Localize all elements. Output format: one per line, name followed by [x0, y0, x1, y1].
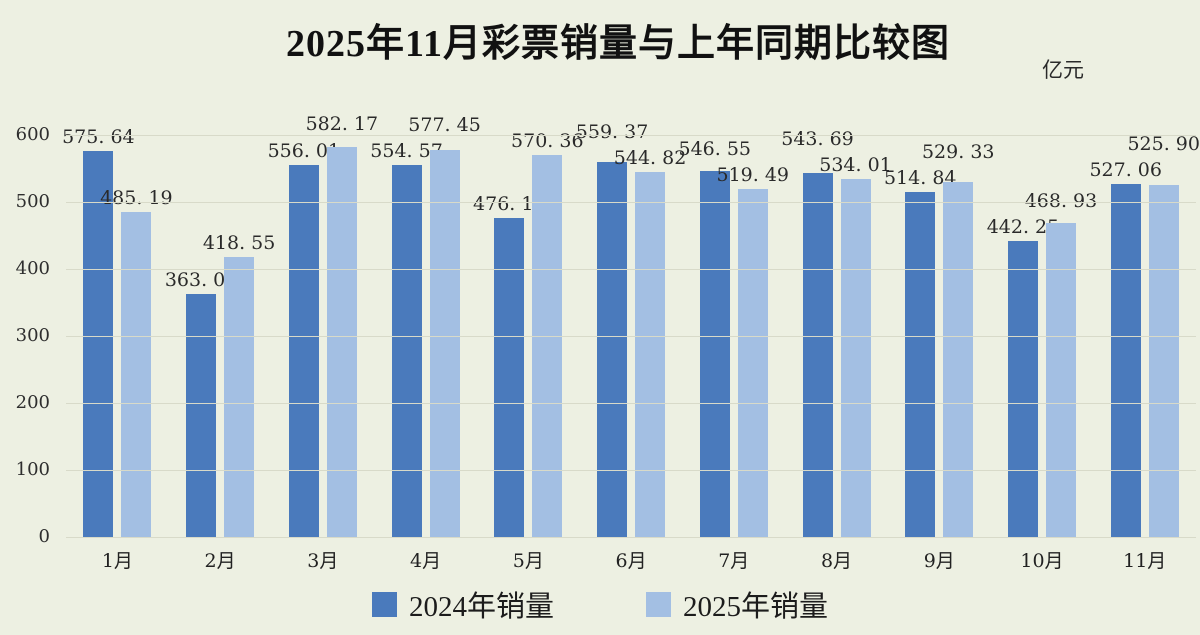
- value-label-2025年销量-4月: 577. 45: [408, 114, 481, 137]
- value-label-2025年销量-8月: 534. 01: [819, 154, 892, 177]
- value-label-2025年销量-1月: 485. 19: [100, 186, 173, 209]
- value-label-2024年销量-6月: 559. 37: [575, 120, 649, 143]
- value-label-2025年销量-10月: 468. 93: [1024, 189, 1098, 212]
- plot-area: 575. 64 485. 19 1月 363. 01 418. 55 2月 556. 01 5…: [16, 114, 1200, 572]
- value-label-2024年销量-4月: 554. 57: [370, 140, 443, 163]
- value-label-2024年销量-7月: 546. 55: [678, 137, 752, 160]
- x-tick-label-1月: 1月: [101, 550, 133, 572]
- bar-2024年销量-4月: 554. 57: [370, 141, 443, 537]
- y-tick-label-500: 500: [15, 191, 50, 212]
- bar-group-7月: 546. 55 519. 49 7月: [679, 135, 790, 572]
- legend-swatch-2025: [646, 591, 671, 617]
- chart-title: 2025年11月彩票销量与上年同期比较图: [286, 23, 950, 65]
- value-label-2024年销量-3月: 556. 01: [267, 139, 341, 162]
- bar-2025年销量-2月: 418. 55: [203, 233, 275, 537]
- bar-group-3月: 556. 01 582. 17 3月: [268, 114, 379, 572]
- gridline-200: [66, 402, 1196, 404]
- value-label-2024年销量-8月: 543. 69: [781, 128, 854, 151]
- bar-groups: 575. 64 485. 19 1月 363. 01 418. 55 2月 556. 01 5…: [62, 114, 1200, 572]
- gridline-500: [66, 201, 1196, 203]
- gridline-400: [66, 268, 1196, 270]
- value-label-2024年销量-11月: 527. 06: [1089, 158, 1162, 181]
- value-label-2024年销量-5月: 476. 18: [473, 193, 546, 215]
- legend-item-2025: 2025年销量: [646, 583, 828, 625]
- x-tick-label-2月: 2月: [204, 550, 236, 572]
- x-tick-label-4月: 4月: [410, 550, 442, 572]
- x-tick-label-10月: 10月: [1020, 550, 1064, 572]
- bar-2025年销量-9月: 529. 33: [922, 142, 995, 537]
- bar-group-1月: 575. 64 485. 19 1月: [62, 127, 173, 572]
- bar-2024年销量-11月: 527. 06: [1089, 160, 1162, 537]
- bar-2025年销量-3月: 582. 17: [306, 114, 378, 537]
- legend-item-2024: 2024年销量: [371, 583, 554, 625]
- value-label-2025年销量-3月: 582. 17: [305, 113, 379, 136]
- x-tick-label-7月: 7月: [718, 550, 750, 572]
- bar-2024年销量-8月: 543. 69: [781, 129, 854, 537]
- bar-2024年销量-10月: 442. 25: [987, 217, 1059, 537]
- bar-2025年销量-1月: 485. 19: [100, 188, 173, 537]
- legend-label-2024: 2024年销量: [408, 591, 554, 623]
- value-label-2025年销量-7月: 519. 49: [716, 163, 790, 186]
- bar-2025年销量-8月: 534. 01: [819, 155, 892, 537]
- y-tick-label-100: 100: [15, 459, 50, 480]
- bar-group-11月: 527. 06 525. 90 11月: [1089, 134, 1200, 572]
- gridline-0: [66, 536, 1196, 538]
- x-tick-label-9月: 9月: [923, 550, 955, 572]
- legend-label-2025: 2025年销量: [683, 591, 829, 623]
- bar-2025年销量-7月: 519. 49: [717, 165, 789, 537]
- y-tick-label-600: 600: [15, 124, 50, 145]
- legend: 2024年销量 2025年销量: [0, 583, 1200, 625]
- bar-2025年销量-11月: 525. 90: [1127, 134, 1200, 537]
- value-label-2024年销量-1月: 575. 64: [62, 126, 135, 149]
- bar-2024年销量-5月: 476. 18: [473, 194, 546, 537]
- bar-group-8月: 543. 69 534. 01 8月: [781, 129, 892, 572]
- bar-2024年销量-9月: 514. 84: [884, 168, 957, 537]
- bar-2025年销量-5月: 570. 36: [511, 131, 584, 537]
- y-tick-label-0: 0: [38, 526, 50, 547]
- bar-group-2月: 363. 01 418. 55 2月: [165, 135, 276, 572]
- bar-2024年销量-3月: 556. 01: [268, 141, 340, 537]
- value-label-2025年销量-9月: 529. 33: [921, 141, 995, 164]
- bar-2024年销量-1月: 575. 64: [62, 127, 135, 537]
- value-label-2024年销量-10月: 442. 25: [986, 215, 1060, 238]
- value-label-2024年销量-2月: 363. 01: [164, 268, 238, 291]
- bar-2024年销量-2月: 363. 01: [165, 270, 237, 537]
- unit-label: 亿元: [1042, 58, 1084, 82]
- y-tick-label-400: 400: [15, 258, 50, 279]
- legend-swatch-2024: [371, 591, 397, 617]
- value-label-2025年销量-6月: 544. 82: [613, 147, 687, 169]
- y-tick-label-200: 200: [15, 392, 50, 413]
- bar-2025年销量-10月: 468. 93: [1025, 191, 1097, 537]
- gridline-300: [66, 335, 1196, 337]
- x-tick-label-5月: 5月: [512, 550, 544, 572]
- bar-group-10月: 442. 25 468. 93 10月: [987, 135, 1098, 572]
- bar-group-6月: 559. 37 544. 82 6月: [576, 122, 687, 572]
- x-tick-label-6月: 6月: [615, 550, 647, 572]
- value-label-2025年销量-11月: 525. 90: [1127, 132, 1200, 155]
- bar-2025年销量-4月: 577. 45: [408, 115, 481, 537]
- value-label-2025年销量-2月: 418. 55: [202, 231, 276, 254]
- bar-2025年销量-6月: 544. 82: [614, 148, 686, 537]
- x-tick-label-3月: 3月: [307, 550, 339, 572]
- value-label-2024年销量-9月: 514. 84: [883, 167, 957, 190]
- x-tick-label-11月: 11月: [1123, 550, 1167, 572]
- gridline-600: [66, 134, 1196, 136]
- bar-group-4月: 554. 57 577. 45 4月: [370, 115, 481, 572]
- gridline-100: [66, 469, 1196, 471]
- bar-2024年销量-7月: 546. 55: [679, 139, 751, 537]
- x-tick-label-8月: 8月: [820, 550, 853, 572]
- bar-group-5月: 476. 18 570. 36 5月: [473, 131, 584, 572]
- y-tick-label-300: 300: [15, 325, 50, 346]
- value-label-2025年销量-5月: 570. 36: [511, 129, 584, 152]
- bar-2024年销量-6月: 559. 37: [576, 122, 648, 537]
- bar-group-9月: 514. 84 529. 33 9月: [884, 135, 995, 572]
